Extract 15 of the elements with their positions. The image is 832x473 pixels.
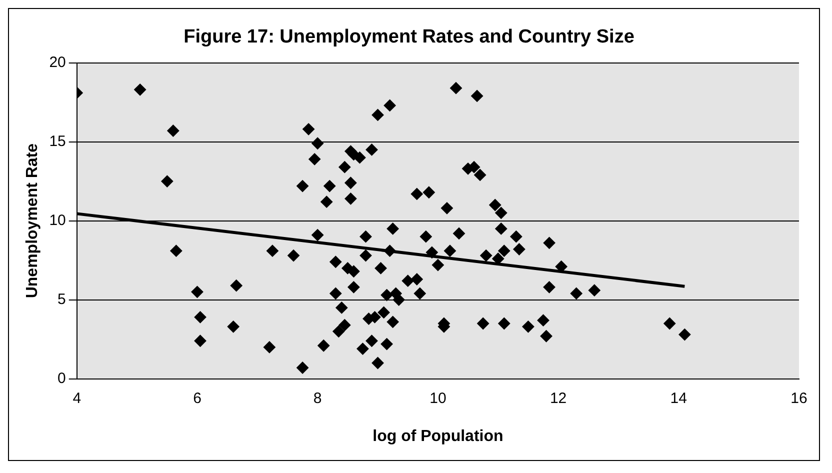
x-tick-label: 10 [430,390,446,407]
y-axis-title: Unemployment Rate [24,143,42,298]
chart-title: Figure 17: Unemployment Rates and Country Size [184,26,634,48]
x-tick-label: 4 [72,390,82,407]
x-tick-label: 8 [313,390,322,407]
y-tick-label: 20 [49,54,66,71]
y-tick-label: 0 [58,370,66,387]
x-tick-label: 6 [193,390,202,407]
x-axis-title: log of Population [372,428,504,445]
x-tick-label: 12 [550,390,567,407]
y-tick-label: 10 [49,212,66,229]
y-tick-label: 5 [58,290,66,308]
y-tick-label: 15 [49,132,66,150]
x-tick-label: 14 [670,390,687,407]
x-tick-label: 16 [790,390,808,407]
